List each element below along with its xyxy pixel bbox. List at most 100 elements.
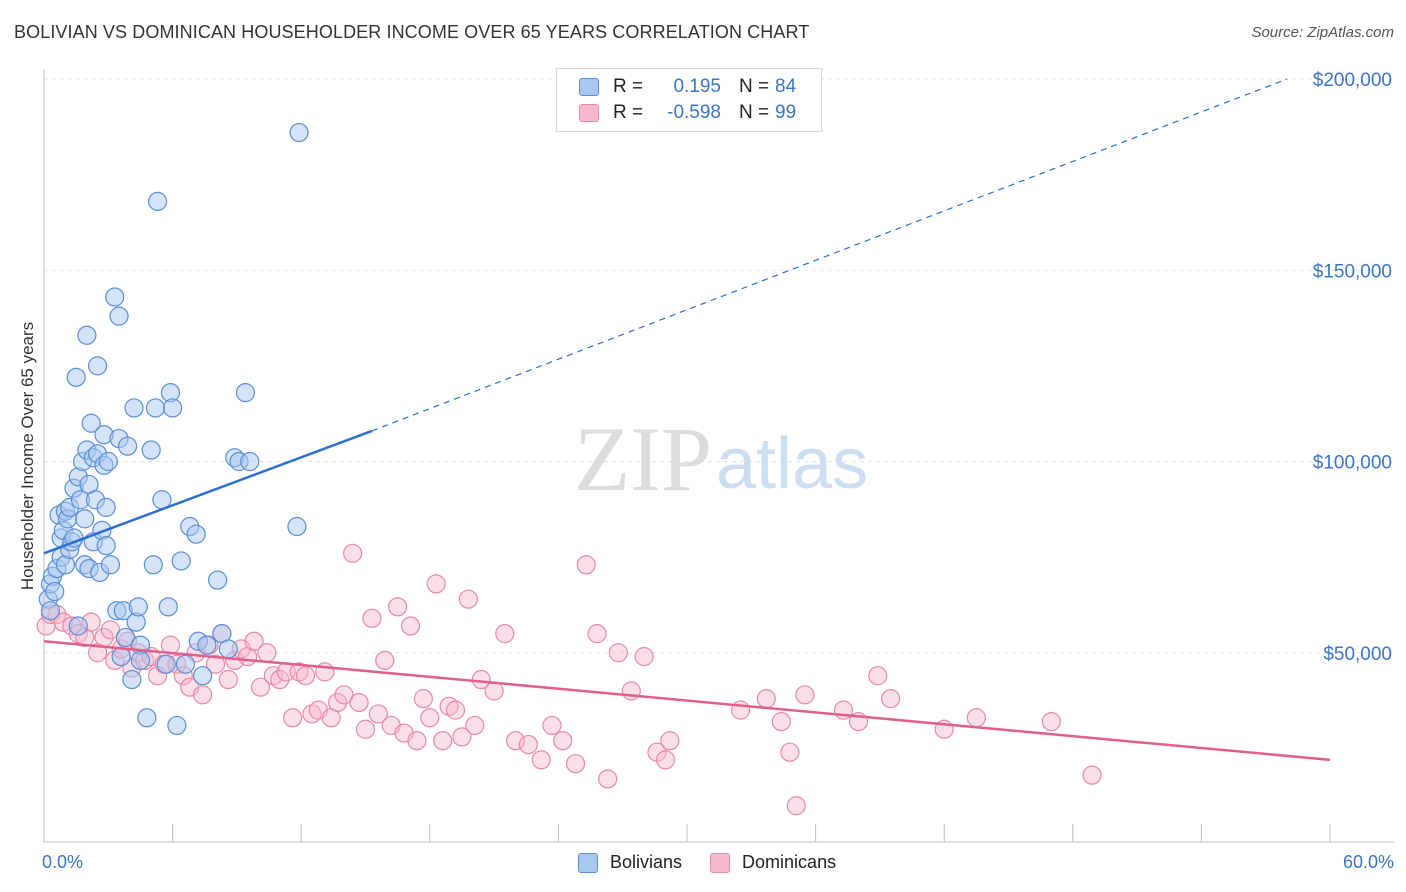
correlation-legend: R = 0.195 N = 84 R = -0.598 N = 99 — [556, 68, 822, 132]
bolivian-point — [197, 635, 217, 655]
dominican-point — [375, 650, 395, 671]
y-axis-label: Householder Income Over 65 years — [18, 321, 37, 591]
bolivian-point — [124, 398, 144, 418]
bolivian-point — [77, 325, 97, 345]
dominican-point — [349, 692, 369, 713]
legend-r-value: -0.598 — [667, 102, 721, 123]
dominican-point — [388, 597, 408, 617]
bolivian-point — [117, 436, 138, 456]
dominican-point — [250, 677, 271, 697]
x-tick-label-max: 60.0% — [1342, 852, 1394, 872]
dominican-point — [343, 543, 363, 563]
bolivian-point — [81, 413, 101, 433]
dominican-point — [786, 796, 806, 816]
dominican-point — [420, 708, 440, 728]
dominican-point — [218, 669, 238, 690]
dominican-point — [400, 616, 421, 636]
bolivian-point — [96, 497, 116, 517]
bolivian-point — [218, 639, 238, 659]
dominican-point — [433, 731, 453, 751]
trend-lines — [43, 78, 1331, 762]
legend-r-label: R = — [613, 76, 644, 97]
dominican-point — [270, 669, 290, 690]
bolivians-trend-line — [43, 429, 373, 555]
series-legend-dominicans[interactable]: Dominicans — [710, 852, 836, 873]
legend-row-bolivians: R = 0.195 N = 84 — [579, 75, 815, 99]
bolivian-point — [147, 191, 168, 211]
dominicans-swatch — [710, 852, 731, 873]
bolivian-point — [96, 536, 116, 556]
dominican-point — [244, 631, 264, 651]
bolivian-point — [141, 440, 161, 460]
dominican-point — [368, 704, 388, 724]
dominican-point — [413, 689, 433, 709]
dominican-point — [1041, 711, 1061, 732]
bolivian-point — [111, 646, 131, 667]
bolivian-point — [130, 650, 151, 671]
dominican-point — [542, 715, 562, 736]
bolivian-point — [40, 601, 61, 621]
dominican-point — [295, 666, 316, 686]
chart-source: Source: ZipAtlas.com — [1251, 24, 1394, 41]
bolivian-point — [171, 551, 191, 571]
dominican-point — [100, 620, 121, 640]
dominican-point — [660, 731, 680, 751]
y-tick-label: $50,000 — [1323, 644, 1392, 665]
y-tick-label: $100,000 — [1313, 453, 1392, 474]
dominican-point — [634, 646, 654, 667]
bolivians-points — [38, 122, 309, 736]
legend-swatch-bolivians — [579, 78, 599, 96]
bolivian-point — [66, 367, 86, 387]
dominican-point — [655, 750, 676, 770]
legend-r-label: R = — [613, 102, 644, 123]
bolivian-point — [143, 555, 163, 575]
dominican-point — [458, 589, 478, 609]
bolivian-point — [240, 451, 260, 472]
dominican-point — [362, 608, 382, 628]
bolivian-point — [289, 122, 309, 143]
dominican-point — [465, 715, 485, 736]
dominican-point — [484, 681, 504, 701]
dominican-point — [608, 643, 629, 663]
bolivian-point — [98, 451, 118, 472]
bolivians-label: Bolivians — [610, 852, 683, 872]
dominican-point — [407, 731, 427, 751]
dominican-point — [531, 750, 551, 770]
dominican-point — [771, 711, 791, 732]
dominican-point — [495, 624, 515, 644]
bolivian-point — [109, 306, 129, 326]
bolivian-point — [186, 524, 206, 544]
legend-n-label: N = — [739, 76, 770, 97]
bolivian-point — [235, 383, 256, 403]
dominican-point — [1082, 765, 1102, 785]
bolivian-point — [45, 581, 65, 602]
dominican-point — [795, 685, 815, 705]
bolivian-point — [75, 509, 95, 529]
legend-n-label: N = — [739, 102, 770, 123]
y-tick-label: $150,000 — [1313, 261, 1392, 282]
bolivian-point — [145, 398, 166, 418]
zipatlas-watermark: ZIP atlas — [574, 408, 868, 510]
dominican-point — [565, 754, 586, 774]
series-legend-bolivians[interactable]: Bolivians — [578, 852, 682, 873]
dominican-point — [505, 731, 526, 751]
y-tick-labels: $50,000 $100,000 $150,000 $200,000 — [1313, 70, 1392, 665]
bolivian-point — [158, 597, 178, 617]
dominican-point — [598, 769, 618, 789]
bolivian-point — [100, 555, 121, 575]
legend-swatch-dominicans — [579, 104, 599, 122]
legend-n-value: 99 — [775, 102, 797, 123]
bolivian-point — [128, 597, 148, 617]
dominican-point — [881, 689, 901, 709]
bolivian-point — [115, 627, 136, 648]
bolivian-point — [87, 356, 108, 376]
dominican-point — [445, 700, 466, 720]
legend-n-value: 84 — [775, 76, 797, 97]
bolivians-trend-extension — [371, 78, 1288, 432]
dominican-point — [868, 666, 888, 686]
dominican-point — [355, 719, 376, 739]
watermark-atlas: atlas — [716, 424, 868, 504]
legend-row-dominicans: R = -0.598 N = 99 — [579, 101, 815, 125]
dominicans-label: Dominicans — [742, 852, 837, 872]
